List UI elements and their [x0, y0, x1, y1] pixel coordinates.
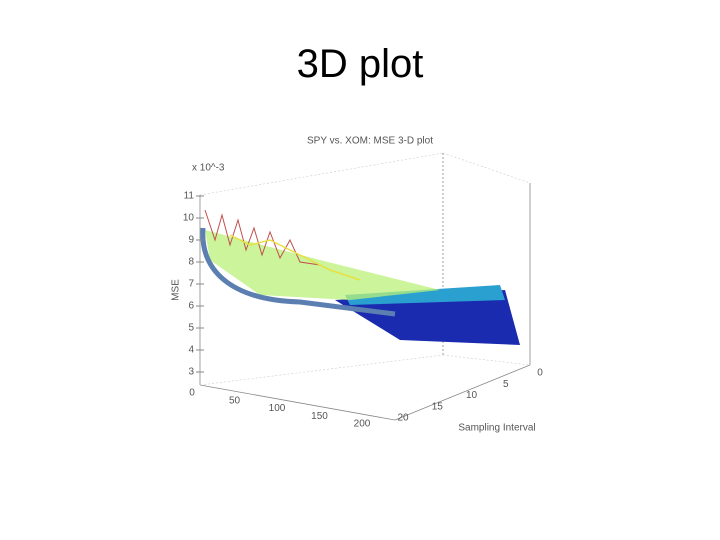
y-label: Sampling Interval	[458, 423, 535, 434]
z-tick-label: 3	[188, 367, 194, 378]
x-tick-label: 100	[269, 403, 286, 414]
z-tick-label: 8	[188, 257, 194, 268]
z-tick-label: 7	[188, 279, 194, 290]
y-tick-label: 15	[432, 401, 444, 412]
z-tick-label: 11	[184, 191, 195, 202]
surface-mid	[345, 285, 505, 305]
axis-line	[394, 364, 531, 421]
figure-title: SPY vs. XOM: MSE 3-D plot	[307, 136, 433, 147]
axis-line	[199, 384, 396, 421]
x-tick-label: 200	[354, 419, 371, 430]
z-tick-label: 10	[183, 213, 195, 224]
x-tick-label: 150	[311, 411, 328, 422]
z-tick-label: 9	[188, 235, 194, 246]
highlight-curve	[200, 227, 396, 317]
grid-line	[442, 152, 531, 184]
grid-line	[442, 354, 531, 366]
surface-ridge	[229, 234, 361, 281]
y-tick-label: 20	[397, 413, 409, 424]
z-label: MSE	[171, 279, 182, 301]
z-tick-label: 6	[188, 301, 194, 312]
grid-line	[199, 354, 444, 386]
z-tick-label: 5	[188, 323, 194, 334]
slide-title: 3D plot	[296, 42, 424, 86]
z-exponent: x 10^-3	[192, 163, 225, 174]
x-tick-label: 50	[229, 395, 241, 406]
y-tick-label: 10	[466, 390, 478, 401]
surface-peaks	[204, 209, 321, 266]
y-tick-label: 5	[503, 379, 509, 390]
y-tick-label: 0	[537, 368, 543, 379]
grid-line	[199, 152, 444, 196]
surface-high	[205, 230, 440, 300]
z-tick-label: 4	[188, 345, 194, 356]
x-tick-label: 0	[189, 388, 195, 399]
